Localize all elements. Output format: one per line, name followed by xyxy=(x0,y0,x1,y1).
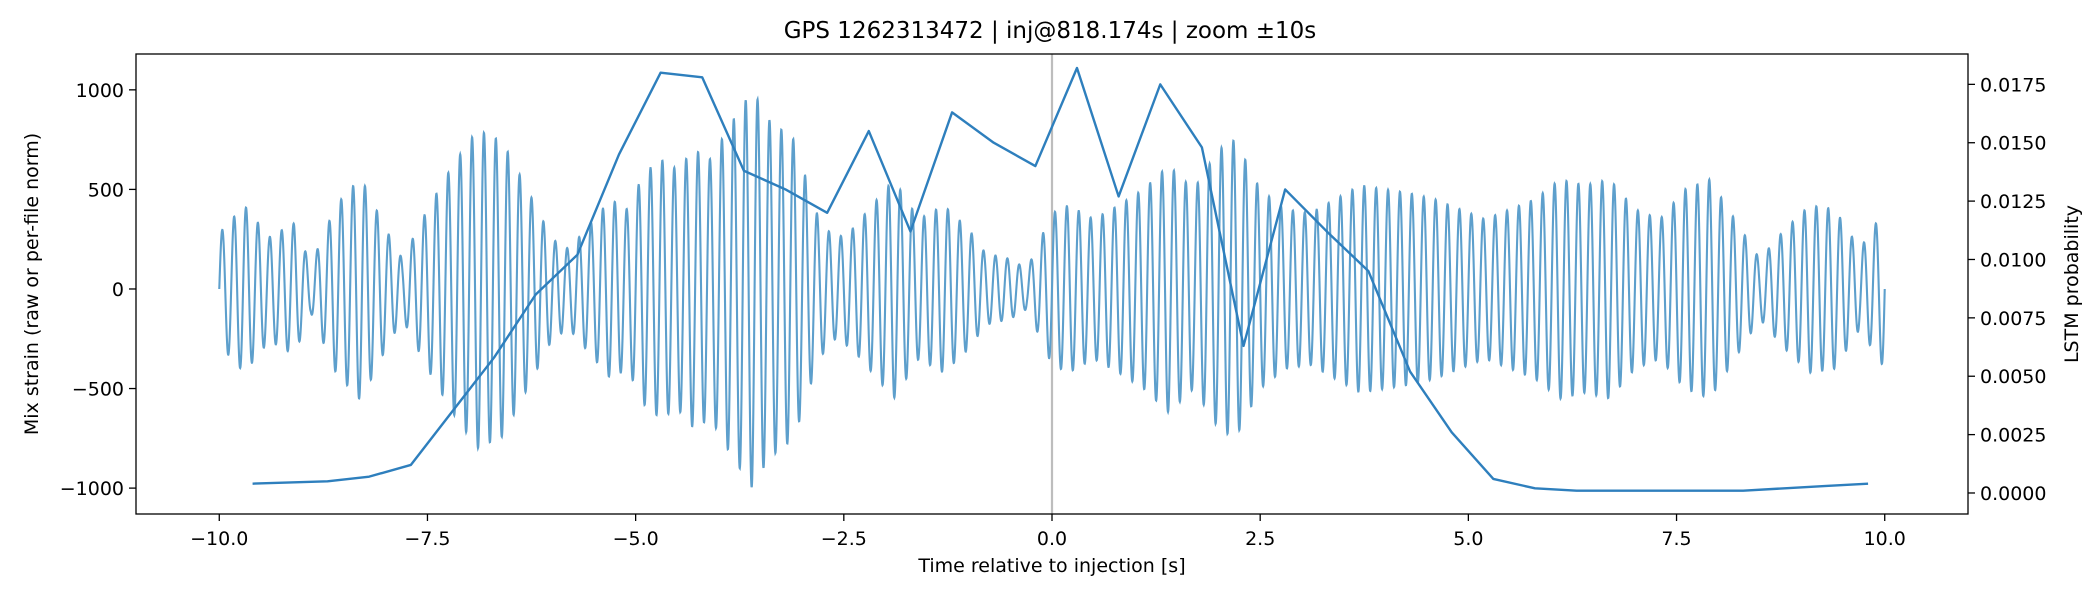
y-axis-left-label: Mix strain (raw or per-file norm) xyxy=(21,133,43,435)
x-tick-label: −2.5 xyxy=(821,528,867,550)
y-left-tick-label: 500 xyxy=(88,179,124,201)
y-right-tick-label: 0.0150 xyxy=(1980,133,2046,155)
y-left-tick-label: −1000 xyxy=(60,478,124,500)
y-right-tick-label: 0.0100 xyxy=(1980,249,2046,271)
lstm-probability-line xyxy=(252,66,1869,492)
chart-title: GPS 1262313472 | inj@818.174s | zoom ±10… xyxy=(784,18,1317,44)
y-right-tick-label: 0.0050 xyxy=(1980,366,2046,388)
y-right-tick-label: 0.0075 xyxy=(1980,308,2046,330)
x-tick-label: −5.0 xyxy=(613,528,659,550)
y-right-tick-label: 0.0125 xyxy=(1980,191,2046,213)
x-tick-label: 7.5 xyxy=(1661,528,1691,550)
x-tick-label: 2.5 xyxy=(1245,528,1275,550)
x-axis-label: Time relative to injection [s] xyxy=(917,555,1185,577)
y-right-tick-label: 0.0025 xyxy=(1980,425,2046,447)
ticks: −10.0 −7.5 −5.0 −2.5 0.0 2.5 5.0 7.5 10.0 −1000 −5… xyxy=(60,74,2047,550)
x-tick-label: 10.0 xyxy=(1864,528,1906,550)
y-left-tick-label: 1000 xyxy=(76,80,124,102)
x-tick-label: 0.0 xyxy=(1037,528,1067,550)
y-right-tick-label: 0.0175 xyxy=(1980,74,2046,96)
x-tick-label: −7.5 xyxy=(404,528,450,550)
y-right-tick-label: 0.0000 xyxy=(1980,483,2046,505)
y-axis-right-label: LSTM probability xyxy=(2061,205,2083,363)
x-tick-label: 5.0 xyxy=(1453,528,1483,550)
y-left-tick-label: −500 xyxy=(72,379,124,401)
plot-area xyxy=(218,54,1886,514)
y-left-tick-label: 0 xyxy=(112,279,124,301)
strain-series-line xyxy=(218,95,1886,488)
x-tick-label: −10.0 xyxy=(190,528,248,550)
